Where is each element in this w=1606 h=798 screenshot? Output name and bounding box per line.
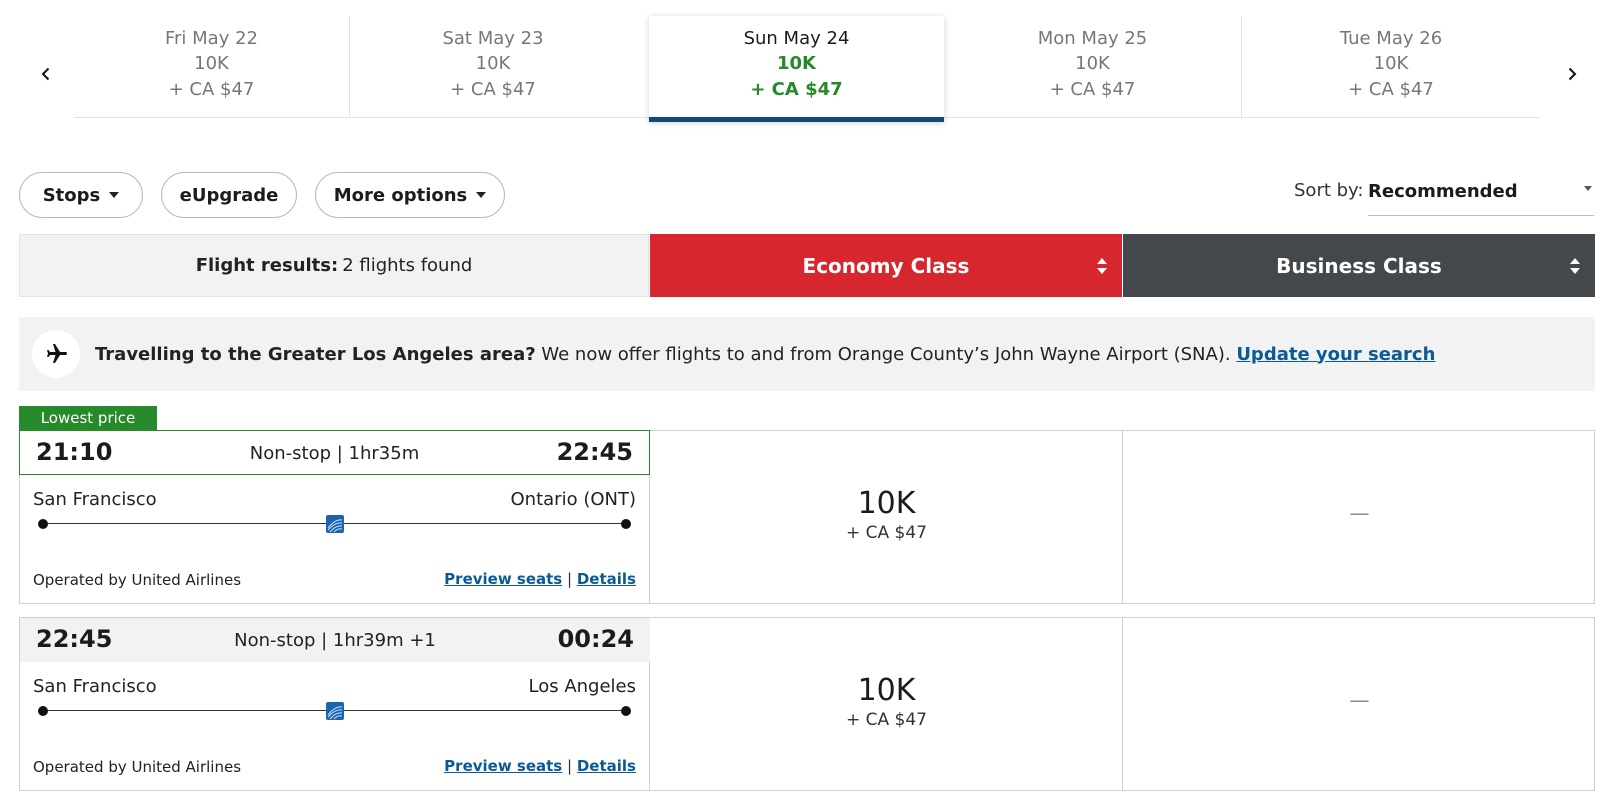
date-option-day: Tue May 26 — [1339, 28, 1443, 49]
eupgrade-filter-label: eUpgrade — [179, 184, 279, 206]
origin-dot — [38, 706, 48, 716]
flight-time-bar: 21:10 Non-stop | 1hr35m 22:45 — [19, 430, 650, 475]
economy-cash: + CA $47 — [846, 710, 927, 730]
route-line — [38, 702, 631, 720]
update-search-link[interactable]: Update your search — [1236, 343, 1436, 365]
caret-down-icon — [1584, 186, 1592, 191]
stops-filter-button[interactable]: Stops — [19, 172, 143, 218]
origin-city: San Francisco — [33, 676, 157, 697]
date-option-day: Sat May 23 — [442, 28, 544, 49]
sort-value: Recommended — [1368, 181, 1518, 202]
chevron-right-icon[interactable] — [1562, 64, 1582, 84]
business-fare-cell: — — [1124, 618, 1595, 790]
flight-itinerary: 22:45 Non-stop | 1hr39m +1 00:24 San Fra… — [20, 618, 650, 790]
more-options-button[interactable]: More options — [315, 172, 505, 218]
chevron-left-icon[interactable] — [36, 64, 56, 84]
sort-label: Sort by: — [1294, 180, 1364, 201]
lowest-price-badge: Lowest price — [19, 406, 157, 430]
caret-down-icon — [476, 192, 487, 198]
economy-points: 10K — [857, 673, 916, 708]
stops-filter-label: Stops — [42, 184, 101, 206]
more-options-label: More options — [333, 184, 468, 206]
date-option-points: 10K — [475, 53, 511, 74]
flight-links: Preview seats | Details — [444, 757, 636, 775]
sna-airport-notice: Travelling to the Greater Los Angeles ar… — [19, 317, 1595, 391]
date-option-cash: + CA $47 — [450, 79, 536, 100]
flight-links: Preview seats | Details — [444, 570, 636, 588]
date-strip: Fri May 22 10K + CA $47 Sat May 23 10K +… — [0, 16, 1606, 122]
business-fare-unavailable: — — [1349, 688, 1370, 712]
date-option-day: Mon May 25 — [1037, 28, 1148, 49]
date-option-day: Fri May 22 — [164, 28, 258, 49]
arrival-time: 22:45 — [556, 438, 633, 466]
sort-arrows-icon — [1097, 258, 1107, 274]
date-option-sun-may-24-selected[interactable]: Sun May 24 10K + CA $47 — [649, 16, 944, 122]
route-line — [38, 515, 631, 533]
caret-down-icon — [109, 192, 120, 198]
departure-time: 22:45 — [36, 625, 113, 653]
link-separator: | — [567, 570, 573, 588]
date-option-tue-may-26[interactable]: Tue May 26 10K + CA $47 — [1242, 16, 1540, 118]
selected-date-indicator — [649, 117, 944, 122]
economy-points: 10K — [857, 486, 916, 521]
date-option-cash: + CA $47 — [168, 79, 255, 100]
date-option-day: Sun May 24 — [743, 28, 850, 49]
link-separator: | — [567, 757, 573, 775]
business-fare-cell: — — [1124, 431, 1595, 603]
flight-result-card: 21:10 Non-stop | 1hr35m 22:45 San Franci… — [19, 430, 1595, 604]
flight-summary: Non-stop | 1hr35m — [249, 443, 420, 464]
origin-city: San Francisco — [33, 489, 157, 510]
business-fare-unavailable: — — [1349, 501, 1370, 525]
economy-class-label: Economy Class — [802, 253, 970, 278]
date-list: Fri May 22 10K + CA $47 Sat May 23 10K +… — [74, 16, 1540, 122]
date-option-cash: + CA $47 — [1049, 79, 1136, 100]
operated-by: Operated by United Airlines — [33, 571, 242, 589]
flight-results-count: 2 flights found — [342, 255, 473, 276]
flight-time-bar: 22:45 Non-stop | 1hr39m +1 00:24 — [20, 618, 650, 662]
sort-select[interactable]: Recommended — [1368, 172, 1594, 216]
date-option-mon-may-25[interactable]: Mon May 25 10K + CA $47 — [944, 16, 1242, 118]
notice-bold-text: Travelling to the Greater Los Angeles ar… — [95, 343, 536, 365]
preview-seats-link[interactable]: Preview seats — [444, 757, 563, 775]
economy-cash: + CA $47 — [846, 523, 927, 543]
details-link[interactable]: Details — [576, 757, 636, 775]
notice-body-text: We now offer flights to and from Orange … — [535, 343, 1237, 365]
economy-class-sort-button[interactable]: Economy Class — [650, 234, 1122, 297]
destination-dot — [621, 519, 631, 529]
flight-results-summary: Flight results: 2 flights found — [19, 234, 649, 297]
united-globe-logo-icon — [326, 702, 344, 720]
flight-result-card: 22:45 Non-stop | 1hr39m +1 00:24 San Fra… — [19, 617, 1595, 791]
economy-fare-cell[interactable]: 10K + CA $47 — [651, 618, 1123, 790]
date-option-points: 10K — [1373, 53, 1409, 74]
airplane-icon — [32, 330, 80, 378]
date-option-points: 10K — [777, 53, 816, 74]
sort-arrows-icon — [1570, 258, 1580, 274]
preview-seats-link[interactable]: Preview seats — [444, 570, 563, 588]
date-option-cash: + CA $47 — [1348, 79, 1434, 100]
flight-itinerary: 21:10 Non-stop | 1hr35m 22:45 San Franci… — [19, 430, 650, 603]
economy-fare-cell[interactable]: 10K + CA $47 — [651, 431, 1123, 603]
date-option-fri-may-22[interactable]: Fri May 22 10K + CA $47 — [74, 16, 350, 118]
united-globe-logo-icon — [326, 515, 344, 533]
destination-dot — [621, 706, 631, 716]
destination-city: Los Angeles — [528, 676, 637, 697]
destination-city: Ontario (ONT) — [510, 489, 636, 510]
business-class-sort-button[interactable]: Business Class — [1123, 234, 1595, 297]
arrival-time: 00:24 — [557, 625, 634, 653]
departure-time: 21:10 — [36, 438, 113, 466]
origin-dot — [38, 519, 48, 529]
notice-text: Travelling to the Greater Los Angeles ar… — [95, 344, 1435, 365]
eupgrade-filter-button[interactable]: eUpgrade — [161, 172, 297, 218]
date-option-points: 10K — [1075, 53, 1110, 74]
date-option-points: 10K — [194, 53, 229, 74]
details-link[interactable]: Details — [576, 570, 636, 588]
operated-by: Operated by United Airlines — [33, 758, 242, 776]
date-option-sat-may-23[interactable]: Sat May 23 10K + CA $47 — [350, 16, 636, 118]
flight-summary: Non-stop | 1hr39m +1 — [234, 630, 436, 651]
flight-results-label: Flight results: — [195, 255, 339, 276]
business-class-label: Business Class — [1276, 253, 1442, 278]
date-option-cash: + CA $47 — [750, 79, 843, 100]
